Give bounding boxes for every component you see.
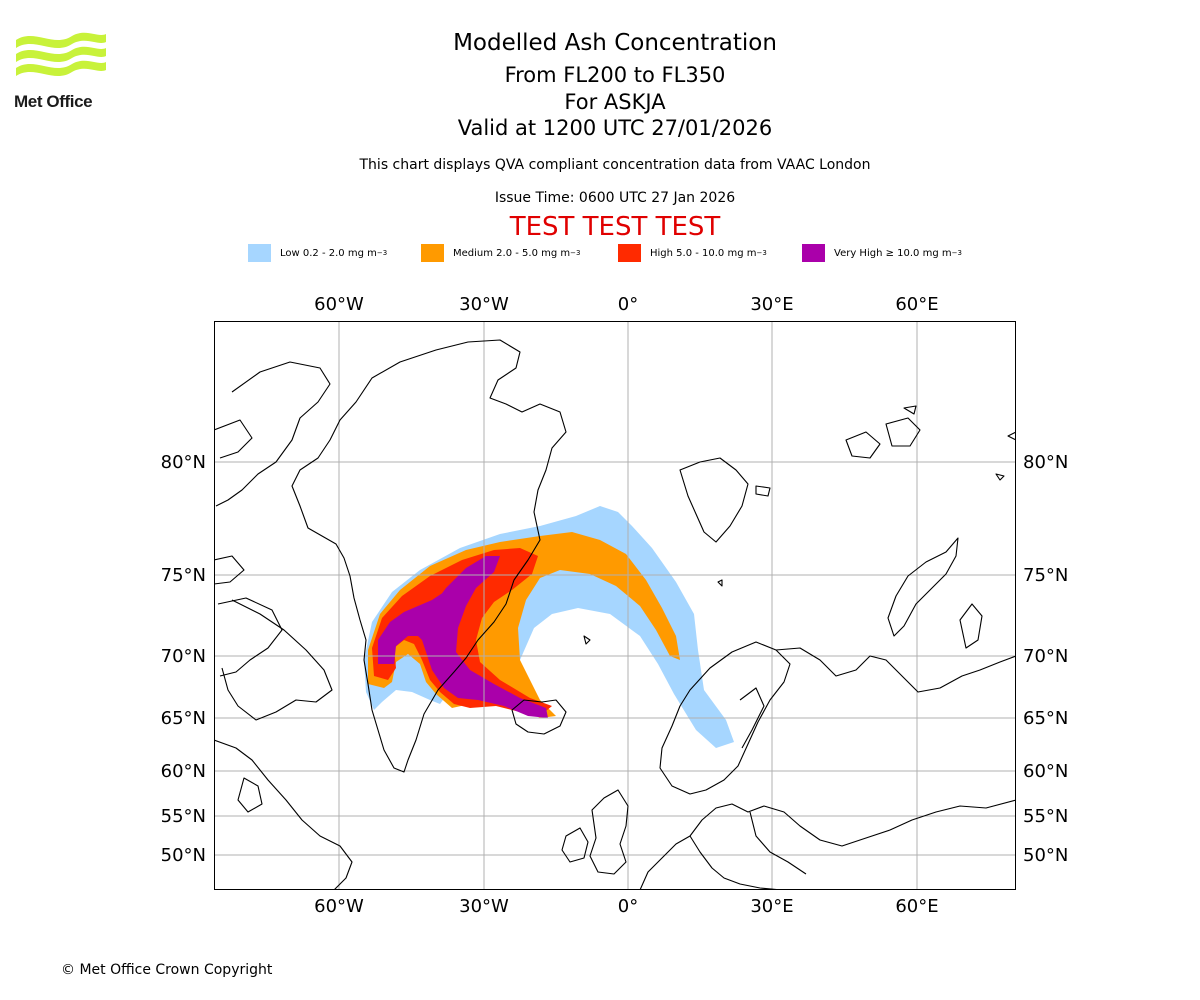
legend-item-very-high: Very High ≥ 10.0 mg m −3 — [802, 244, 962, 262]
baffin-coast — [221, 599, 333, 721]
ireland-coast — [561, 827, 589, 863]
legend-swatch-high — [618, 244, 641, 262]
lat-label-right: 75°N — [1023, 565, 1068, 586]
test-banner: TEST TEST TEST — [509, 212, 721, 242]
lat-label-left: 80°N — [161, 452, 206, 473]
iceland-coast — [511, 699, 567, 735]
britain-coast — [589, 789, 629, 875]
legend-item-high: High 5.0 - 10.0 mg m −3 — [618, 244, 767, 262]
logo-text: Met Office — [14, 92, 93, 111]
map-frame — [214, 321, 1016, 890]
legend-label-medium: Medium 2.0 - 5.0 mg m — [453, 247, 571, 259]
lon-label-bottom: 30°W — [459, 896, 509, 917]
legend-swatch-low — [248, 244, 271, 262]
legend-label-low: Low 0.2 - 2.0 mg m — [280, 247, 377, 259]
graticule — [214, 321, 1016, 890]
lon-label-bottom: 30°E — [750, 896, 793, 917]
lat-label-left: 70°N — [161, 646, 206, 667]
valid-time: Valid at 1200 UTC 27/01/2026 — [457, 116, 773, 140]
legend-swatch-medium — [421, 244, 444, 262]
legend-unit-very-high: −3 — [951, 249, 962, 257]
labrador-coast — [214, 739, 353, 890]
chart-description: This chart displays QVA compliant concen… — [359, 157, 871, 173]
legend-unit-low: −3 — [376, 249, 388, 257]
legend-swatch-very-high — [802, 244, 825, 262]
volcano-name: For ASKJA — [564, 90, 666, 114]
ash-very-high-area — [378, 556, 548, 718]
lon-label-top: 60°W — [314, 294, 364, 315]
legend-label-high: High 5.0 - 10.0 mg m — [650, 247, 757, 259]
chart-title: Modelled Ash Concentration — [453, 30, 777, 56]
lat-label-right: 80°N — [1023, 452, 1068, 473]
russia-coast — [775, 647, 1016, 693]
met-office-logo: Met Office — [14, 30, 110, 111]
scandinavia-coast — [659, 641, 791, 795]
lat-label-right: 65°N — [1023, 708, 1068, 729]
lon-label-bottom: 60°E — [895, 896, 938, 917]
svalbard-coast — [679, 457, 749, 543]
greenland-coast — [291, 339, 567, 773]
lat-label-left: 50°N — [161, 845, 206, 866]
lat-label-right: 55°N — [1023, 806, 1068, 827]
legend-item-low: Low 0.2 - 2.0 mg m −3 — [248, 244, 387, 262]
legend-item-medium: Medium 2.0 - 5.0 mg m −3 — [421, 244, 580, 262]
legend-label-very-high: Very High ≥ 10.0 mg m — [834, 247, 952, 259]
lon-label-bottom: 60°W — [314, 896, 364, 917]
lon-label-top: 30°W — [459, 294, 509, 315]
lat-label-left: 75°N — [161, 565, 206, 586]
lat-label-right: 60°N — [1023, 761, 1068, 782]
europe-coast — [639, 799, 1016, 890]
novaya-zemlya-coast — [887, 537, 959, 637]
lat-label-right: 70°N — [1023, 646, 1068, 667]
issue-time: Issue Time: 0600 UTC 27 Jan 2026 — [494, 190, 736, 206]
ellesmere-coast — [215, 361, 331, 507]
coastlines — [214, 339, 1016, 890]
lat-label-left: 60°N — [161, 761, 206, 782]
legend-unit-medium: −3 — [570, 249, 581, 257]
flight-level-range: From FL200 to FL350 — [504, 63, 726, 87]
lon-label-top: 60°E — [895, 294, 938, 315]
ash-high-area — [372, 548, 552, 716]
lon-label-bottom: 0° — [618, 896, 638, 917]
legend-unit-high: −3 — [756, 249, 767, 257]
lat-label-left: 55°N — [161, 806, 206, 827]
lon-label-top: 30°E — [750, 294, 793, 315]
met-office-waves-icon — [16, 32, 106, 76]
lat-label-left: 65°N — [161, 708, 206, 729]
lon-label-top: 0° — [618, 294, 638, 315]
lat-label-right: 50°N — [1023, 845, 1068, 866]
copyright: © Met Office Crown Copyright — [61, 962, 273, 978]
